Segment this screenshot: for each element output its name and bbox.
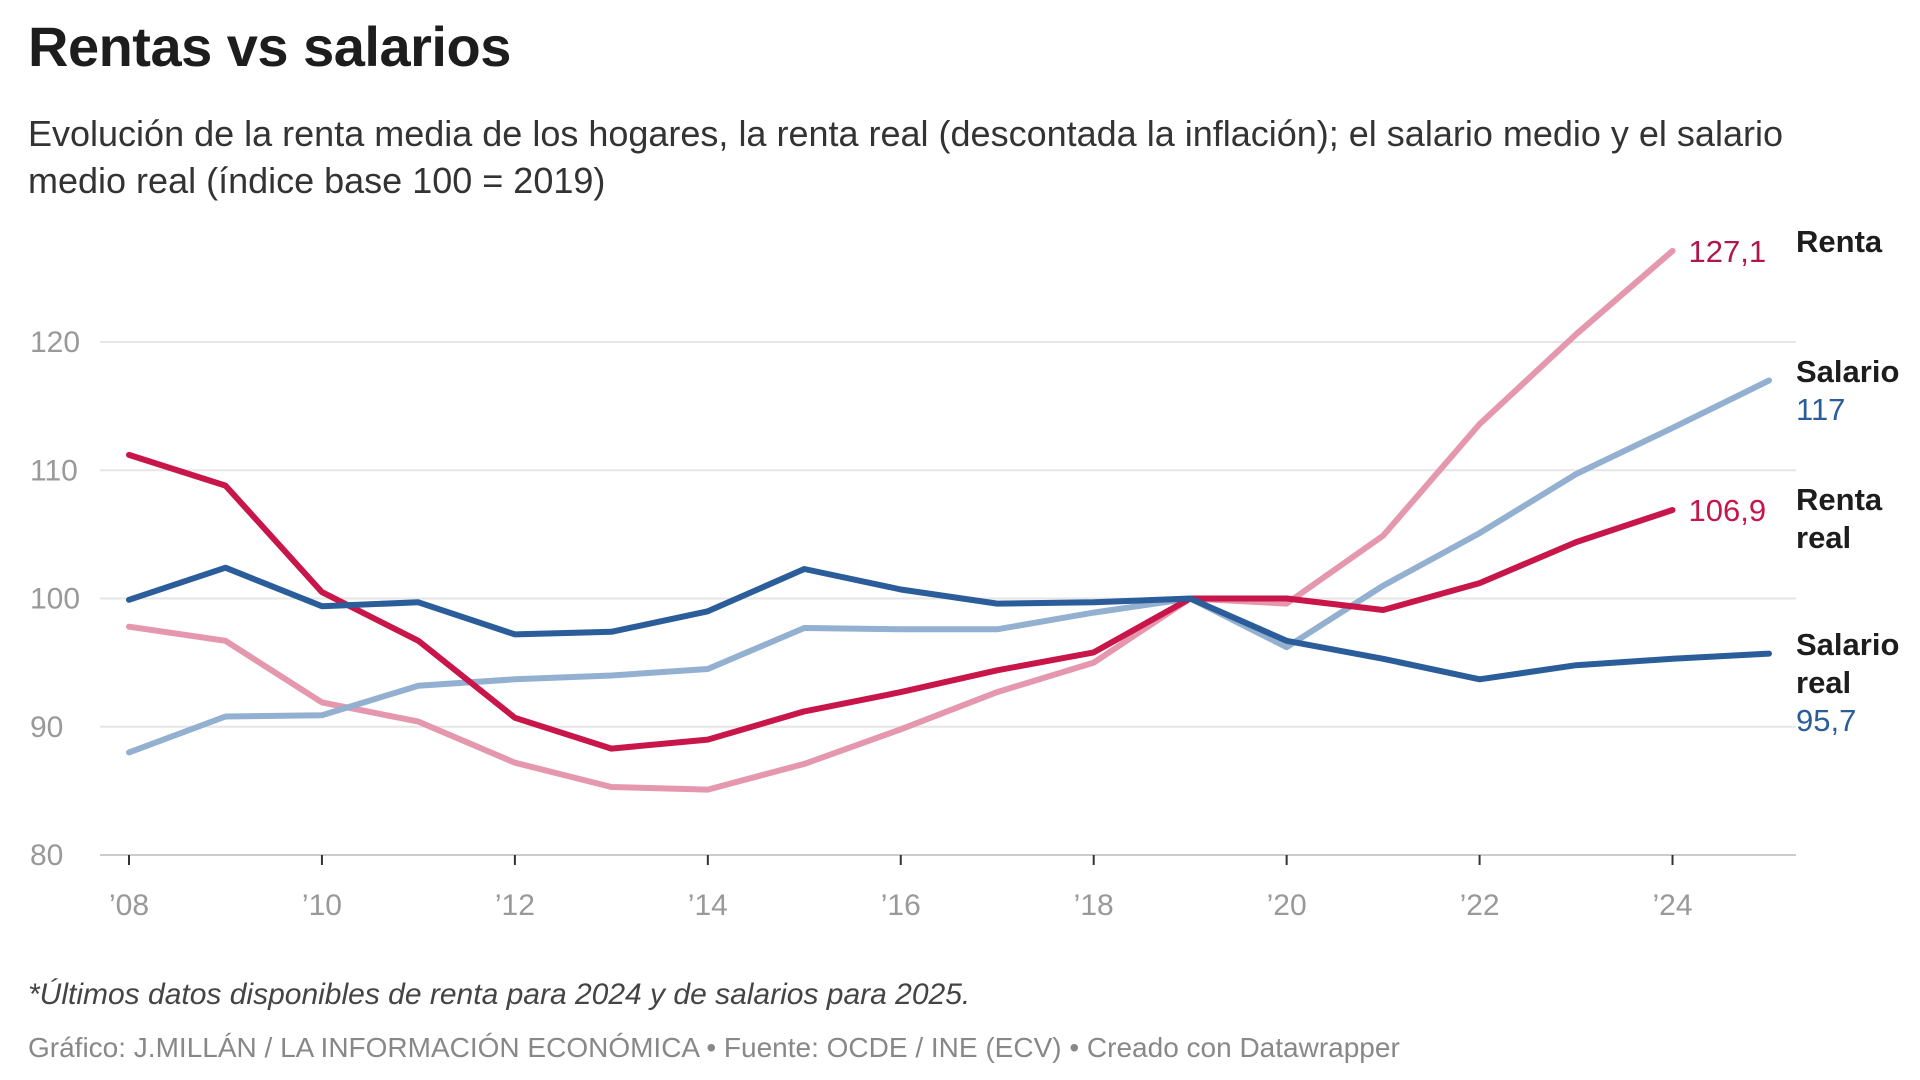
x-tick-label: ’20: [1267, 889, 1307, 922]
x-tick-label: ’24: [1653, 889, 1693, 922]
series-line-salario-real: [126, 564, 1772, 683]
y-tick-label: 80: [30, 839, 63, 872]
chart-title: Rentas vs salarios: [28, 15, 511, 78]
end-value-label: 95,7: [1796, 703, 1856, 738]
series-label: Salario: [1796, 354, 1899, 389]
end-value-label: 106,9: [1689, 493, 1767, 528]
series-line-renta-real: [126, 451, 1676, 752]
series-label: real: [1796, 665, 1851, 700]
series-label: Renta: [1796, 224, 1883, 259]
chart-subtitle: Evolución de la renta media de los hogar…: [28, 113, 1783, 201]
end-value-label: 127,1: [1689, 234, 1767, 269]
footnote: *Últimos datos disponibles de renta para…: [28, 978, 971, 1011]
series-label: real: [1796, 520, 1851, 555]
y-tick-label: 90: [30, 711, 63, 744]
y-tick-label: 120: [30, 326, 80, 359]
x-tick-label: ’18: [1074, 889, 1114, 922]
series-label: Renta: [1796, 482, 1883, 517]
x-tick-label: ’14: [688, 889, 728, 922]
series-line-salario: [126, 377, 1772, 756]
series-line-renta: [126, 247, 1676, 793]
x-tick-label: ’22: [1460, 889, 1500, 922]
x-tick-label: ’10: [302, 889, 342, 922]
y-tick-label: 100: [30, 583, 80, 616]
source-credit: Gráfico: J.MILLÁN / LA INFORMACIÓN ECONÓ…: [28, 1032, 1400, 1063]
end-value-label: 117: [1796, 392, 1845, 427]
y-tick-label: 110: [30, 454, 78, 487]
x-tick-label: ’16: [881, 889, 921, 922]
x-tick-label: ’12: [495, 889, 535, 922]
x-tick-label: ’08: [109, 889, 149, 922]
series-label: Salario: [1796, 627, 1899, 662]
